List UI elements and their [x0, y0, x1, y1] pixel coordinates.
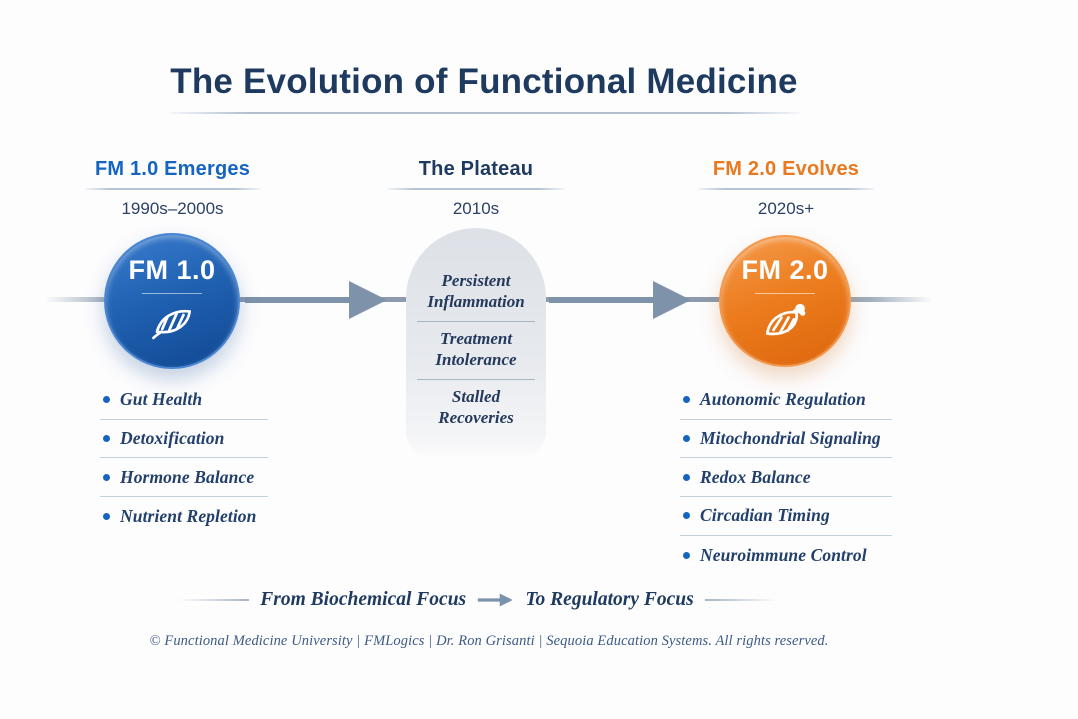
fm2-stage-underline	[698, 188, 874, 190]
striped-leaf-icon	[149, 302, 195, 347]
to-focus-label: To Regulatory Focus	[525, 589, 694, 610]
list-item: Neuroimmune Control	[680, 536, 892, 575]
fm1-feature-list: Gut Health Detoxification Hormone Balanc…	[100, 381, 268, 536]
fm1-stage-underline	[85, 188, 260, 190]
bullet-dot-icon	[683, 396, 690, 404]
fm1-stage-period: 1990s–2000s	[121, 199, 224, 218]
arrow-right-icon	[245, 281, 387, 319]
column-header-fm2: FM 2.0 Evolves 2020s+	[698, 158, 874, 219]
bullet-dot-icon	[683, 473, 690, 481]
list-item-label: Hormone Balance	[120, 466, 255, 487]
column-header-plateau: The Plateau 2010s	[388, 158, 564, 219]
plateau-item: Persistent Inflammation	[427, 271, 525, 311]
decorative-line	[704, 599, 776, 601]
list-item: Hormone Balance	[100, 458, 268, 498]
fm1-stage-title: FM 1.0 Emerges	[94, 158, 251, 180]
bullet-dot-icon	[683, 435, 690, 443]
fm2-node-divider	[755, 293, 815, 294]
fm1-node-label: FM 1.0	[128, 255, 216, 285]
list-item-label: Mitochondrial Signaling	[700, 428, 881, 449]
list-item: Redox Balance	[680, 458, 892, 498]
list-item-label: Neuroimmune Control	[700, 544, 867, 565]
list-item-label: Redox Balance	[700, 466, 811, 487]
copyright-footer: © Functional Medicine University | FMLog…	[149, 633, 829, 649]
list-item: Autonomic Regulation	[680, 381, 892, 420]
title-underline	[170, 112, 800, 114]
column-header-fm1: FM 1.0 Emerges 1990s–2000s	[85, 158, 260, 219]
bullet-dot-icon	[103, 396, 110, 404]
plateau-stage-title: The Plateau	[418, 158, 534, 180]
list-item-label: Gut Health	[120, 389, 203, 410]
fm1-node: FM 1.0	[104, 233, 240, 369]
list-item-label: Nutrient Repletion	[120, 505, 257, 526]
focus-transition-row: From Biochemical Focus To Regulatory Foc…	[178, 586, 776, 614]
bullet-dot-icon	[103, 512, 110, 520]
fm1-node-divider	[142, 293, 202, 294]
fm2-node-label: FM 2.0	[741, 255, 829, 285]
list-item-label: Autonomic Regulation	[700, 389, 866, 410]
plateau-stage-underline	[388, 188, 564, 190]
arrow-right-icon	[549, 281, 691, 319]
decorative-line	[178, 599, 250, 601]
list-item: Mitochondrial Signaling	[680, 420, 892, 459]
list-item: Gut Health	[100, 381, 268, 420]
bullet-dot-icon	[103, 473, 110, 481]
plateau-stage-period: 2010s	[452, 199, 500, 218]
plateau-item: Stalled Recoveries	[417, 379, 535, 437]
fm2-stage-period: 2020s+	[757, 199, 815, 218]
fm2-feature-list: Autonomic Regulation Mitochondrial Signa…	[680, 381, 892, 574]
list-item: Circadian Timing	[680, 497, 892, 536]
bullet-dot-icon	[683, 551, 690, 559]
list-item: Nutrient Repletion	[100, 497, 268, 536]
bullet-dot-icon	[683, 512, 690, 520]
dna-leaf-icon	[762, 302, 808, 347]
fm2-stage-title: FM 2.0 Evolves	[712, 158, 860, 180]
small-arrow-right-icon	[477, 593, 513, 607]
list-item: Detoxification	[100, 420, 268, 459]
page-title: The Evolution of Functional Medicine	[170, 62, 798, 101]
bullet-dot-icon	[103, 435, 110, 443]
plateau-item: Treatment Intolerance	[417, 321, 535, 379]
plateau-dome: Persistent Inflammation Treatment Intole…	[406, 228, 546, 456]
fm2-node: FM 2.0	[719, 235, 851, 367]
from-focus-label: From Biochemical Focus	[260, 589, 467, 610]
list-item-label: Detoxification	[120, 428, 225, 449]
list-item-label: Circadian Timing	[700, 505, 830, 526]
